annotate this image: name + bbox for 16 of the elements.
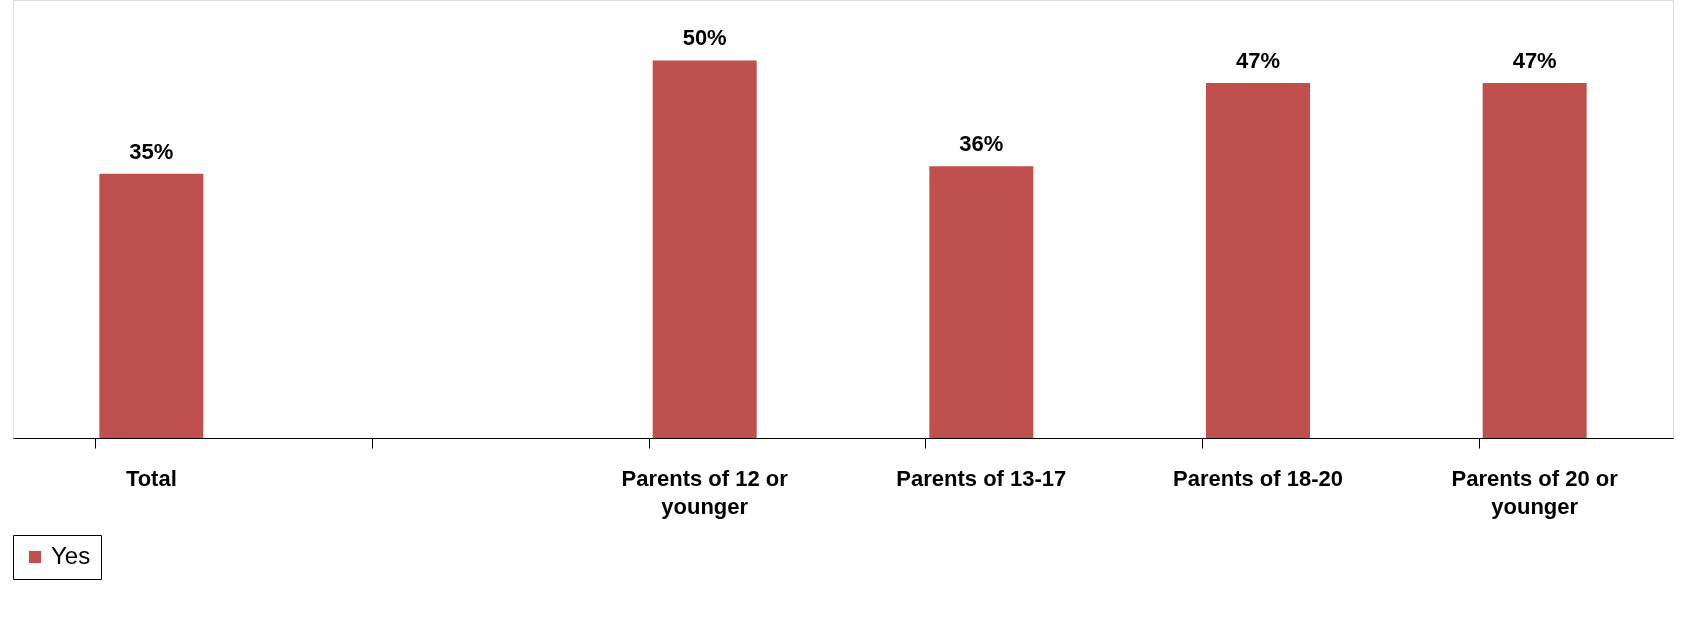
- data-label: 35%: [129, 138, 174, 164]
- x-tick-label: Total: [125, 465, 177, 491]
- data-label: 50%: [682, 25, 727, 51]
- bar: [652, 60, 757, 438]
- bar: [1206, 83, 1310, 438]
- data-label: 36%: [959, 131, 1004, 157]
- x-tick-label: Parents of 13-17: [896, 465, 1067, 491]
- data-label: 47%: [1512, 48, 1557, 74]
- bar: [1482, 83, 1587, 438]
- bar: [99, 173, 204, 438]
- legend-label: Yes: [51, 542, 91, 569]
- x-tick-label: Parents of 18-20: [1173, 465, 1343, 491]
- x-tick-label: Parents of 20 or younger: [1451, 465, 1619, 519]
- data-label: 47%: [1235, 48, 1281, 74]
- bar: [929, 166, 1034, 438]
- x-tick-label: Parents of 12 or younger: [621, 465, 789, 519]
